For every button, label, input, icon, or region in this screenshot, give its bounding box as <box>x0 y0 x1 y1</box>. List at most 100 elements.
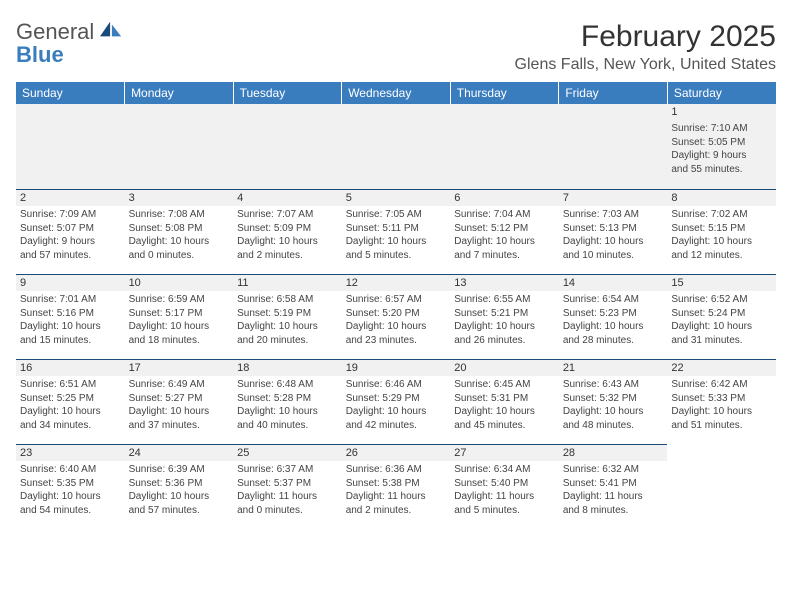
dayname: Wednesday <box>342 82 451 104</box>
day-info: Sunrise: 6:42 AMSunset: 5:33 PMDaylight:… <box>671 378 770 432</box>
day-info: Sunrise: 7:10 AMSunset: 5:05 PMDaylight:… <box>671 122 770 176</box>
info-line: Sunrise: 6:34 AM <box>454 463 553 477</box>
info-line: Sunrise: 6:43 AM <box>563 378 662 392</box>
day-cell: 17Sunrise: 6:49 AMSunset: 5:27 PMDayligh… <box>125 359 234 444</box>
calendar-cell: 15Sunrise: 6:52 AMSunset: 5:24 PMDayligh… <box>667 274 776 359</box>
day-info: Sunrise: 6:37 AMSunset: 5:37 PMDaylight:… <box>237 463 336 517</box>
day-info: Sunrise: 7:08 AMSunset: 5:08 PMDaylight:… <box>129 208 228 262</box>
info-line: Daylight: 9 hours <box>20 235 119 249</box>
logo-sail-icon <box>100 21 122 39</box>
info-line: Sunset: 5:17 PM <box>129 307 228 321</box>
day-cell: 21Sunrise: 6:43 AMSunset: 5:32 PMDayligh… <box>559 359 668 444</box>
info-line: and 2 minutes. <box>237 249 336 263</box>
info-line: Sunrise: 6:49 AM <box>129 378 228 392</box>
info-line: Daylight: 11 hours <box>563 490 662 504</box>
info-line: and 31 minutes. <box>671 334 770 348</box>
calendar-cell: 19Sunrise: 6:46 AMSunset: 5:29 PMDayligh… <box>342 359 451 444</box>
logo-word-1: General <box>16 19 94 44</box>
info-line: Sunrise: 6:52 AM <box>671 293 770 307</box>
day-number: 11 <box>233 274 342 291</box>
calendar-week: 1Sunrise: 7:10 AMSunset: 5:05 PMDaylight… <box>16 104 776 189</box>
day-number: 24 <box>125 444 234 461</box>
calendar-cell: 25Sunrise: 6:37 AMSunset: 5:37 PMDayligh… <box>233 444 342 529</box>
day-info: Sunrise: 6:59 AMSunset: 5:17 PMDaylight:… <box>129 293 228 347</box>
day-cell: 9Sunrise: 7:01 AMSunset: 5:16 PMDaylight… <box>16 274 125 359</box>
day-info: Sunrise: 7:05 AMSunset: 5:11 PMDaylight:… <box>346 208 445 262</box>
month-title: February 2025 <box>515 20 776 54</box>
info-line: Sunrise: 6:55 AM <box>454 293 553 307</box>
day-number: 20 <box>450 359 559 376</box>
info-line: and 5 minutes. <box>346 249 445 263</box>
calendar-cell <box>233 104 342 189</box>
day-cell: 14Sunrise: 6:54 AMSunset: 5:23 PMDayligh… <box>559 274 668 359</box>
day-info: Sunrise: 6:32 AMSunset: 5:41 PMDaylight:… <box>563 463 662 517</box>
day-cell: 13 Sunrise: 6:55 AMSunset: 5:21 PMDayligh… <box>450 274 559 359</box>
day-number: 13 <box>450 274 559 291</box>
day-number: 8 <box>667 189 776 206</box>
info-line: Sunrise: 6:40 AM <box>20 463 119 477</box>
day-cell: 22Sunrise: 6:42 AMSunset: 5:33 PMDayligh… <box>667 359 776 444</box>
day-cell: 2 Sunrise: 7:09 AMSunset: 5:07 PMDaylight… <box>16 189 125 274</box>
day-cell: 25Sunrise: 6:37 AMSunset: 5:37 PMDayligh… <box>233 444 342 529</box>
calendar-cell: 26Sunrise: 6:36 AMSunset: 5:38 PMDayligh… <box>342 444 451 529</box>
info-line: Sunset: 5:08 PM <box>129 222 228 236</box>
day-number: 15 <box>667 274 776 291</box>
calendar-cell: 11 Sunrise: 6:58 AMSunset: 5:19 PMDayligh… <box>233 274 342 359</box>
info-line: Sunset: 5:07 PM <box>20 222 119 236</box>
info-line: Daylight: 10 hours <box>129 320 228 334</box>
day-number: 6 <box>450 189 559 206</box>
day-info: Sunrise: 6:45 AMSunset: 5:31 PMDaylight:… <box>454 378 553 432</box>
day-cell: 28Sunrise: 6:32 AMSunset: 5:41 PMDayligh… <box>559 444 668 529</box>
info-line: Sunset: 5:11 PM <box>346 222 445 236</box>
day-number: 12 <box>342 274 451 291</box>
info-line: Sunrise: 7:01 AM <box>20 293 119 307</box>
day-cell: 23Sunrise: 6:40 AMSunset: 5:35 PMDayligh… <box>16 444 125 529</box>
day-cell: 4Sunrise: 7:07 AMSunset: 5:09 PMDaylight… <box>233 189 342 274</box>
info-line: Daylight: 10 hours <box>671 320 770 334</box>
calendar-cell: 22Sunrise: 6:42 AMSunset: 5:33 PMDayligh… <box>667 359 776 444</box>
info-line: Sunset: 5:27 PM <box>129 392 228 406</box>
info-line: Sunrise: 7:02 AM <box>671 208 770 222</box>
calendar-cell: 7 Sunrise: 7:03 AMSunset: 5:13 PMDaylight… <box>559 189 668 274</box>
day-info: Sunrise: 6:40 AMSunset: 5:35 PMDaylight:… <box>20 463 119 517</box>
info-line: Sunrise: 6:45 AM <box>454 378 553 392</box>
dayname: Monday <box>125 82 234 104</box>
day-number: 7 <box>559 189 668 206</box>
title-block: February 2025 Glens Falls, New York, Uni… <box>515 20 776 74</box>
info-line: Daylight: 10 hours <box>237 320 336 334</box>
calendar-cell <box>16 104 125 189</box>
calendar-cell <box>450 104 559 189</box>
calendar-cell: 12Sunrise: 6:57 AMSunset: 5:20 PMDayligh… <box>342 274 451 359</box>
info-line: and 15 minutes. <box>20 334 119 348</box>
day-info: Sunrise: 6:58 AMSunset: 5:19 PMDaylight:… <box>237 293 336 347</box>
calendar-cell: 2 Sunrise: 7:09 AMSunset: 5:07 PMDaylight… <box>16 189 125 274</box>
day-info: Sunrise: 6:34 AMSunset: 5:40 PMDaylight:… <box>454 463 553 517</box>
info-line: Daylight: 10 hours <box>346 405 445 419</box>
info-line: Sunset: 5:32 PM <box>563 392 662 406</box>
day-info: Sunrise: 7:03 AMSunset: 5:13 PMDaylight:… <box>563 208 662 262</box>
calendar-cell: 1Sunrise: 7:10 AMSunset: 5:05 PMDaylight… <box>667 104 776 189</box>
day-number: 18 <box>233 359 342 376</box>
info-line: and 57 minutes. <box>20 249 119 263</box>
logo-text: General Blue <box>16 20 122 66</box>
day-number: 2 <box>16 189 125 206</box>
info-line: and 7 minutes. <box>454 249 553 263</box>
day-info: Sunrise: 6:55 AMSunset: 5:21 PMDaylight:… <box>454 293 553 347</box>
info-line: Daylight: 10 hours <box>20 405 119 419</box>
info-line: and 18 minutes. <box>129 334 228 348</box>
info-line: and 12 minutes. <box>671 249 770 263</box>
day-cell: 20 Sunrise: 6:45 AMSunset: 5:31 PMDayligh… <box>450 359 559 444</box>
info-line: Sunset: 5:12 PM <box>454 222 553 236</box>
info-line: Sunset: 5:37 PM <box>237 477 336 491</box>
info-line: Sunset: 5:29 PM <box>346 392 445 406</box>
day-number: 9 <box>16 274 125 291</box>
info-line: and 54 minutes. <box>20 504 119 518</box>
info-line: Sunset: 5:41 PM <box>563 477 662 491</box>
calendar-cell: 3Sunrise: 7:08 AMSunset: 5:08 PMDaylight… <box>125 189 234 274</box>
info-line: Daylight: 10 hours <box>454 235 553 249</box>
day-number: 26 <box>342 444 451 461</box>
dayname-row: Sunday Monday Tuesday Wednesday Thursday… <box>16 82 776 104</box>
day-cell: 24Sunrise: 6:39 AMSunset: 5:36 PMDayligh… <box>125 444 234 529</box>
info-line: Sunrise: 7:09 AM <box>20 208 119 222</box>
info-line: Sunset: 5:21 PM <box>454 307 553 321</box>
